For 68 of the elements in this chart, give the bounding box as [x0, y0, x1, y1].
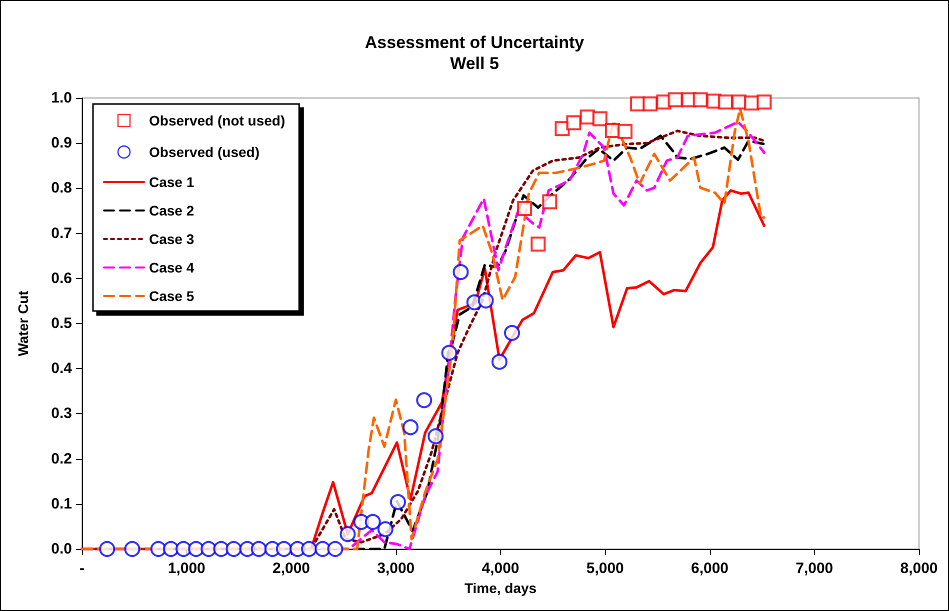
x-tick-label: 4,000: [482, 560, 520, 577]
point: [99, 541, 116, 557]
point: [692, 92, 708, 108]
legend-label: Case 4: [149, 260, 194, 276]
y-axis-title: Water Cut: [15, 290, 31, 356]
point: [592, 111, 608, 126]
chart-title: Assessment of Uncertainty: [364, 33, 585, 52]
y-tick-label: 0.3: [51, 405, 72, 422]
point: [530, 236, 546, 252]
point: [276, 541, 292, 557]
y-tick-label: 0.8: [51, 180, 72, 197]
y-tick-label: 0.9: [51, 134, 72, 152]
point: [718, 94, 733, 110]
point: [314, 541, 331, 557]
x-tick-label: 6,000: [690, 560, 729, 577]
point: [618, 124, 633, 139]
point: [301, 541, 318, 557]
point: [428, 428, 444, 444]
point: [542, 194, 558, 210]
x-tick-label: -: [80, 560, 84, 577]
point: [756, 94, 772, 110]
y-tick-label: 0.5: [51, 315, 72, 332]
point: [517, 200, 532, 216]
legend-label: Case 5: [149, 288, 194, 304]
chart-subtitle: Well 5: [450, 54, 499, 73]
point: [452, 264, 469, 280]
point: [416, 392, 432, 408]
point: [150, 541, 166, 557]
point: [340, 526, 356, 542]
point: [250, 541, 267, 557]
point: [327, 541, 344, 557]
point: [478, 292, 494, 308]
point: [188, 541, 204, 557]
point: [441, 344, 458, 361]
y-tick-label: 0.1: [51, 495, 72, 512]
legend-label: Case 2: [149, 202, 194, 218]
point: [504, 324, 520, 341]
point: [566, 115, 582, 130]
point: [124, 541, 140, 557]
y-tick-label: 1.0: [51, 90, 72, 106]
x-tick-label: 3,000: [377, 560, 415, 577]
point: [491, 354, 508, 370]
point: [364, 514, 381, 530]
legend-label: Case 3: [149, 231, 194, 247]
point: [226, 541, 242, 557]
y-tick-label: 0.6: [51, 270, 72, 287]
legend-label: Observed (used): [149, 144, 260, 160]
point: [668, 92, 683, 108]
y-tick-label: 0.0: [51, 540, 72, 558]
point: [162, 541, 179, 557]
x-axis-title: Time, days: [464, 580, 537, 596]
point: [377, 521, 394, 538]
x-tick-label: 2,000: [272, 560, 310, 577]
point: [402, 419, 419, 436]
legend-label: Observed (not used): [149, 112, 286, 128]
point: [213, 541, 230, 557]
point: [200, 541, 217, 557]
y-tick-label: 0.7: [51, 224, 72, 242]
x-tick-label: 8,000: [900, 560, 938, 577]
point: [642, 96, 658, 112]
y-tick-label: 0.2: [51, 450, 72, 468]
point: [390, 494, 406, 510]
point: [176, 541, 192, 557]
x-tick-label: 7,000: [796, 560, 834, 577]
legend-label: Case 1: [149, 174, 194, 190]
x-tick-label: 1,000: [168, 560, 206, 577]
y-tick-label: 0.4: [51, 360, 73, 378]
x-tick-label: 5,000: [586, 560, 624, 577]
